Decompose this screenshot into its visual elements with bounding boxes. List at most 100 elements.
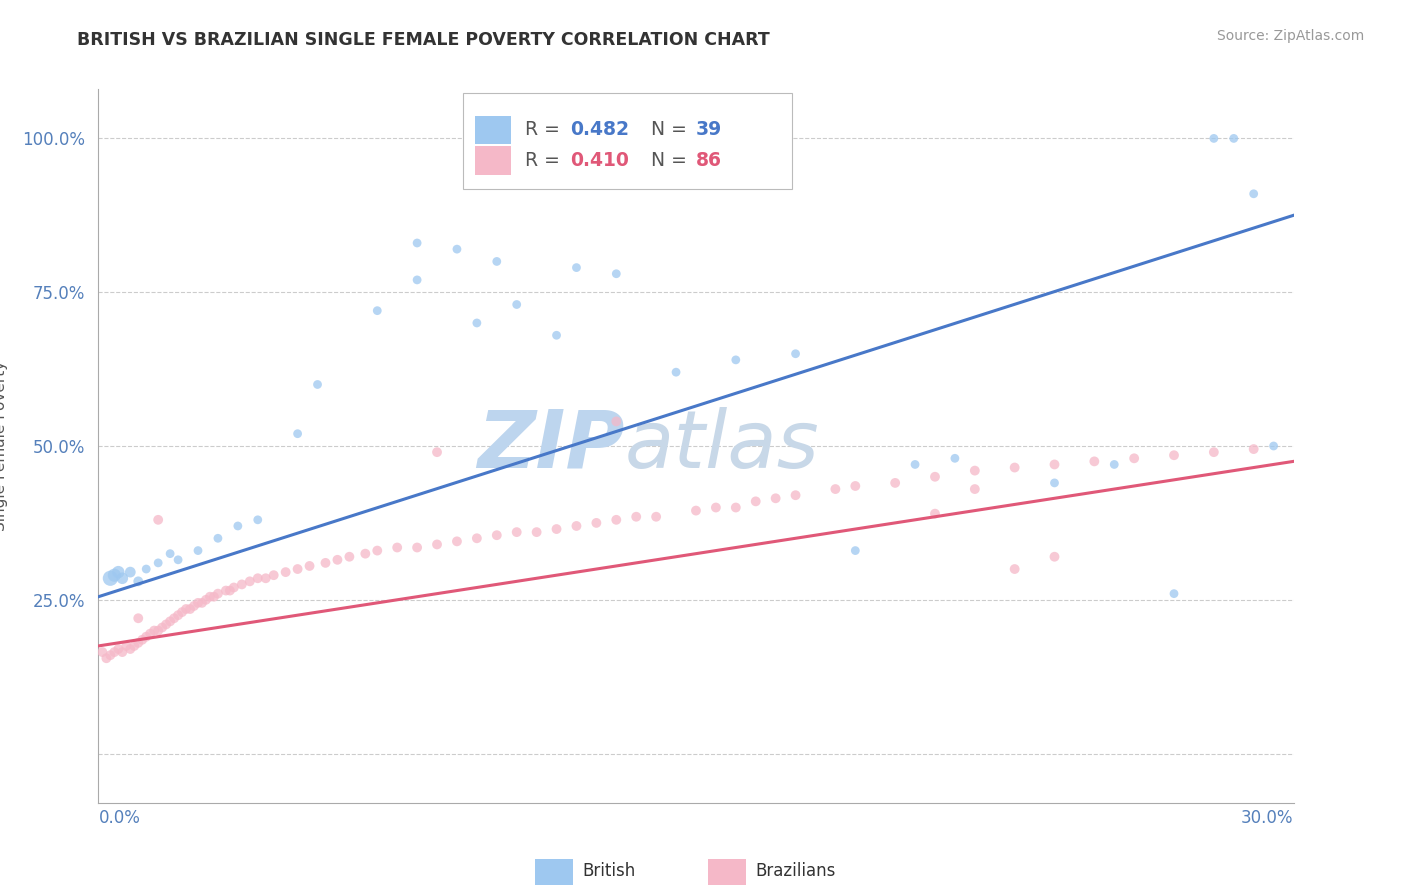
Point [724,352,747,367]
Point [107,565,129,579]
Point [645,509,668,524]
Point [963,464,986,478]
Point [406,541,429,555]
Point [605,267,627,281]
Point [785,347,807,361]
Point [1123,451,1146,466]
Point [159,547,181,561]
Point [844,479,866,493]
Point [1263,439,1285,453]
Point [1202,445,1225,459]
Text: ZIP: ZIP [477,407,624,485]
Point [485,528,508,542]
Point [1243,442,1265,456]
Point [150,620,173,634]
FancyBboxPatch shape [709,859,747,885]
Point [246,571,269,585]
Text: 39: 39 [696,120,723,139]
Point [231,577,253,591]
Point [366,303,388,318]
Point [103,568,125,582]
Point [103,645,125,659]
Point [1243,186,1265,201]
Point [1083,454,1105,468]
Point [254,571,277,585]
Point [127,636,149,650]
Point [406,235,429,250]
Point [546,522,568,536]
Point [924,507,946,521]
Point [824,482,846,496]
Point [465,316,488,330]
Point [98,648,122,662]
Point [298,558,321,573]
Text: 30.0%: 30.0% [1241,809,1294,827]
Point [174,602,197,616]
Point [526,525,548,540]
Point [307,377,329,392]
FancyBboxPatch shape [463,93,792,189]
Point [366,543,388,558]
Point [485,254,508,268]
Y-axis label: Single Female Poverty: Single Female Poverty [0,361,8,531]
Point [155,617,177,632]
Point [924,469,946,483]
Point [565,519,588,533]
Point [904,458,927,472]
Point [246,513,269,527]
Point [565,260,588,275]
Point [159,615,181,629]
Text: atlas: atlas [624,407,820,485]
Point [135,630,157,644]
Point [107,642,129,657]
Point [426,537,449,551]
Point [354,547,377,561]
Point [665,365,688,379]
Point [1004,460,1026,475]
Point [785,488,807,502]
Point [187,596,209,610]
Point [148,513,170,527]
Point [426,445,449,459]
Point [127,574,149,589]
Text: 0.0%: 0.0% [98,809,141,827]
Point [765,491,787,506]
FancyBboxPatch shape [475,146,510,175]
Point [202,590,225,604]
Point [143,624,166,638]
Point [1043,458,1066,472]
Text: N =: N = [651,151,692,170]
Point [172,605,194,619]
Point [191,596,214,610]
Point [339,549,361,564]
Point [446,534,468,549]
Point [287,426,309,441]
Point [274,565,297,579]
Point [704,500,727,515]
Point [215,583,238,598]
Text: Brazilians: Brazilians [756,862,837,880]
Point [844,543,866,558]
Point [120,642,142,657]
Point [287,562,309,576]
Point [120,565,142,579]
Point [446,242,468,256]
Point [167,553,190,567]
Point [585,516,607,530]
Point [239,574,262,589]
Point [326,553,349,567]
Point [506,297,529,311]
Text: R =: R = [524,120,567,139]
Point [226,519,249,533]
Point [148,556,170,570]
Point [167,608,190,623]
Text: British: British [582,862,636,880]
Point [1004,562,1026,576]
Point [219,583,242,598]
Point [315,556,337,570]
FancyBboxPatch shape [534,859,572,885]
Point [131,632,153,647]
Text: Source: ZipAtlas.com: Source: ZipAtlas.com [1216,29,1364,43]
Point [1043,475,1066,490]
Point [195,592,218,607]
